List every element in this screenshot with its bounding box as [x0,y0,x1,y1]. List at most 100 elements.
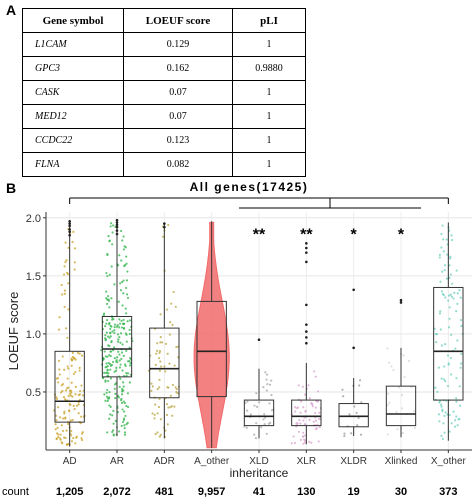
outlier-point [115,229,119,232]
data-point [121,420,125,424]
data-point [156,349,159,353]
data-point [116,356,119,359]
data-point [68,392,72,395]
data-point [125,371,128,375]
outlier-point [352,346,355,350]
x-tick-label: X_other [431,456,467,467]
data-point [358,379,362,382]
y-axis-label: LOEUF score [6,292,21,371]
data-point [407,359,411,362]
data-point [120,401,124,405]
data-point [105,290,108,293]
data-point [80,354,84,357]
data-point [112,434,115,437]
x-tick-label: XLR [297,456,316,467]
gene-cell: CCDC22 [22,128,124,153]
data-point [107,361,110,365]
data-point [108,239,111,242]
data-point [400,393,404,397]
data-point [150,389,153,392]
data-point [70,364,73,367]
y-tick-label: 1.0 [26,329,41,341]
data-point [255,405,259,408]
outlier-point [305,251,308,254]
data-point [314,419,318,422]
data-point [159,365,163,368]
data-point [151,412,154,415]
data-point [158,351,161,354]
data-point [263,413,266,416]
category-count: 130 [297,486,316,498]
header-pli: pLI [232,8,306,33]
data-point [317,440,320,443]
data-point [122,318,125,322]
data-point [440,232,443,236]
data-point [111,330,114,333]
data-point [119,363,122,366]
data-point [105,331,108,334]
outlier-point [352,288,355,292]
data-point [126,293,129,296]
data-point [73,268,76,271]
data-point [175,387,178,391]
data-point [156,342,159,345]
data-point [118,318,121,321]
data-point [123,401,126,405]
data-point [109,377,113,380]
data-point [80,432,84,435]
data-point [318,411,321,414]
data-point [449,255,452,258]
data-point [120,397,123,400]
data-point [396,428,399,431]
data-point [114,369,118,372]
data-point [105,297,108,300]
data-point [298,418,301,422]
data-point [123,424,126,427]
data-point [455,310,458,313]
data-point [65,429,68,432]
data-point [150,382,153,385]
data-point [441,408,444,411]
data-point [446,253,449,256]
data-point [450,422,453,425]
box-iqr [385,385,417,427]
data-point [104,324,107,328]
data-point [68,409,71,413]
data-point [60,424,63,427]
data-point [116,361,119,364]
data-point [122,418,126,422]
category-count: 1,205 [55,486,84,498]
data-point [121,343,124,346]
data-point [108,354,111,357]
data-point [453,425,457,428]
data-point [126,421,129,424]
data-point [107,298,110,301]
data-point [439,310,442,313]
data-point [312,420,315,423]
significance-marker: * [398,227,405,244]
data-point [263,423,266,426]
data-point [390,365,393,368]
data-point [107,397,111,400]
data-point [57,406,60,409]
data-point [70,429,73,433]
data-point [108,390,111,394]
data-point [153,417,156,420]
data-point [108,404,111,407]
data-point [450,295,454,298]
data-point [266,373,269,376]
data-point [105,322,108,325]
data-point [444,380,447,383]
data-point [117,396,120,399]
data-point [122,381,125,384]
data-point [120,326,124,329]
data-point [302,419,305,422]
data-point [175,390,178,394]
loeuf-boxplot-chart: All genes(17425)AD AR ADR A_other**XLD**XLR… [6,180,472,480]
x-tick-label: XLD [249,456,268,467]
data-point [154,432,157,436]
gene-table: Gene symbol LOEUF score pLI L1CAM 0.129 … [22,8,306,177]
data-point [120,351,124,354]
data-point [118,336,121,339]
data-point [302,406,305,409]
